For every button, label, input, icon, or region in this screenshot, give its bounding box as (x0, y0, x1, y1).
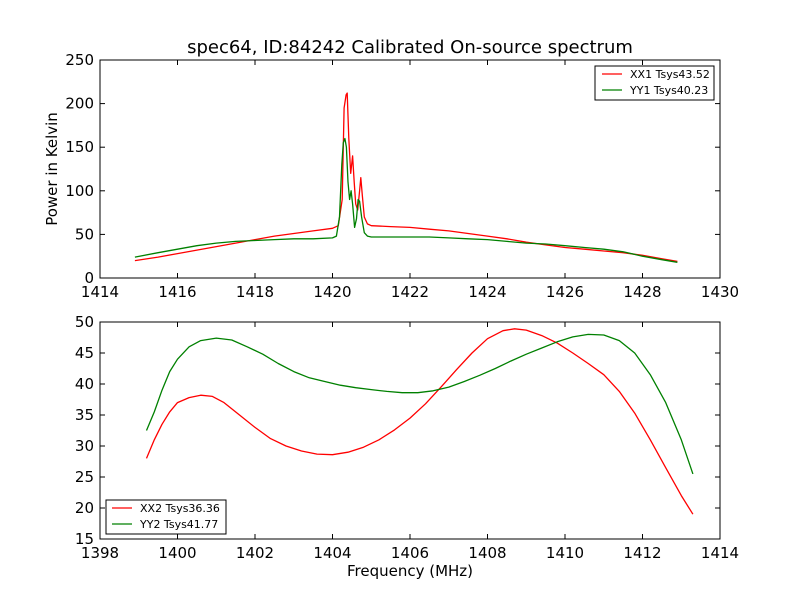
bottom-chart-legend: XX2 Tsys36.36 YY2 Tsys41.77 (105, 499, 227, 535)
top-chart-legend: XX1 Tsys43.52 YY1 Tsys40.23 (594, 65, 715, 101)
legend-label-yy1: YY1 Tsys40.23 (629, 84, 708, 97)
bottom-chart-series-line-0 (145, 328, 694, 515)
chart-title: spec64, ID:84242 Calibrated On-source sp… (187, 37, 633, 58)
top-chart-x-tick-label: 1422 (391, 283, 429, 301)
top-chart-y-tick-label: 50 (75, 225, 94, 243)
bottom-chart-y-tick-label: 40 (75, 375, 94, 393)
top-chart-y-tick-label: 250 (65, 51, 94, 69)
legend-label-yy2: YY2 Tsys41.77 (139, 518, 218, 531)
top-chart-x-tick-label: 1426 (546, 283, 584, 301)
bottom-chart-x-tick-label: 1406 (391, 544, 429, 562)
bottom-chart-series-line-1 (145, 333, 694, 475)
top-chart-y-tick-label: 100 (65, 182, 94, 200)
bottom-chart-y-tick-label: 30 (75, 437, 94, 455)
bottom-chart-x-tick-label: 1414 (701, 544, 739, 562)
top-chart: 1414 1416 1418 1420 1422 1424 1426 1428 1430 0 50 1… (43, 51, 739, 301)
top-chart-y-tick-label: 200 (65, 95, 94, 113)
bottom-chart-y-tick-label: 50 (75, 313, 94, 331)
top-chart-x-tick-label: 1430 (701, 283, 739, 301)
top-chart-x-tick-label: 1420 (313, 283, 351, 301)
top-chart-legend-box (594, 65, 715, 101)
legend-label-xx1: XX1 Tsys43.52 (630, 68, 710, 81)
top-chart-y-tick-label: 0 (84, 269, 94, 287)
bottom-chart-y-tick-label: 20 (75, 499, 94, 517)
bottom-chart-x-tick-label: 1400 (158, 544, 196, 562)
top-chart-x-tick-label: 1424 (468, 283, 506, 301)
bottom-chart-legend-box (105, 499, 227, 535)
bottom-chart-y-tick-label: 15 (75, 530, 94, 548)
top-chart-x-tick-label: 1428 (623, 283, 661, 301)
bottom-chart-x-tick-label: 1402 (236, 544, 274, 562)
top-chart-y-axis-label: Power in Kelvin (43, 112, 61, 226)
bottom-chart: 1398 1400 1402 1404 1406 1408 1410 1412 1414 15 20… (75, 313, 739, 580)
bottom-chart-x-axis-label: Frequency (MHz) (347, 562, 473, 580)
bottom-chart-x-tick-label: 1412 (623, 544, 661, 562)
top-chart-x-tick-label: 1416 (158, 283, 196, 301)
top-chart-series-line-1 (134, 137, 678, 263)
bottom-chart-x-tick-label: 1410 (546, 544, 584, 562)
bottom-chart-y-tick-label: 25 (75, 468, 94, 486)
bottom-chart-y-tick-label: 45 (75, 344, 94, 362)
top-chart-y-tick-label: 150 (65, 138, 94, 156)
bottom-chart-x-tick-label: 1404 (313, 544, 351, 562)
bottom-chart-y-tick-label: 35 (75, 406, 94, 424)
bottom-chart-x-tick-label: 1408 (468, 544, 506, 562)
bottom-chart-x-tick-label: 1398 (81, 544, 119, 562)
legend-label-xx2: XX2 Tsys36.36 (140, 502, 220, 515)
top-chart-x-tick-label: 1414 (81, 283, 119, 301)
top-chart-x-tick-label: 1418 (236, 283, 274, 301)
